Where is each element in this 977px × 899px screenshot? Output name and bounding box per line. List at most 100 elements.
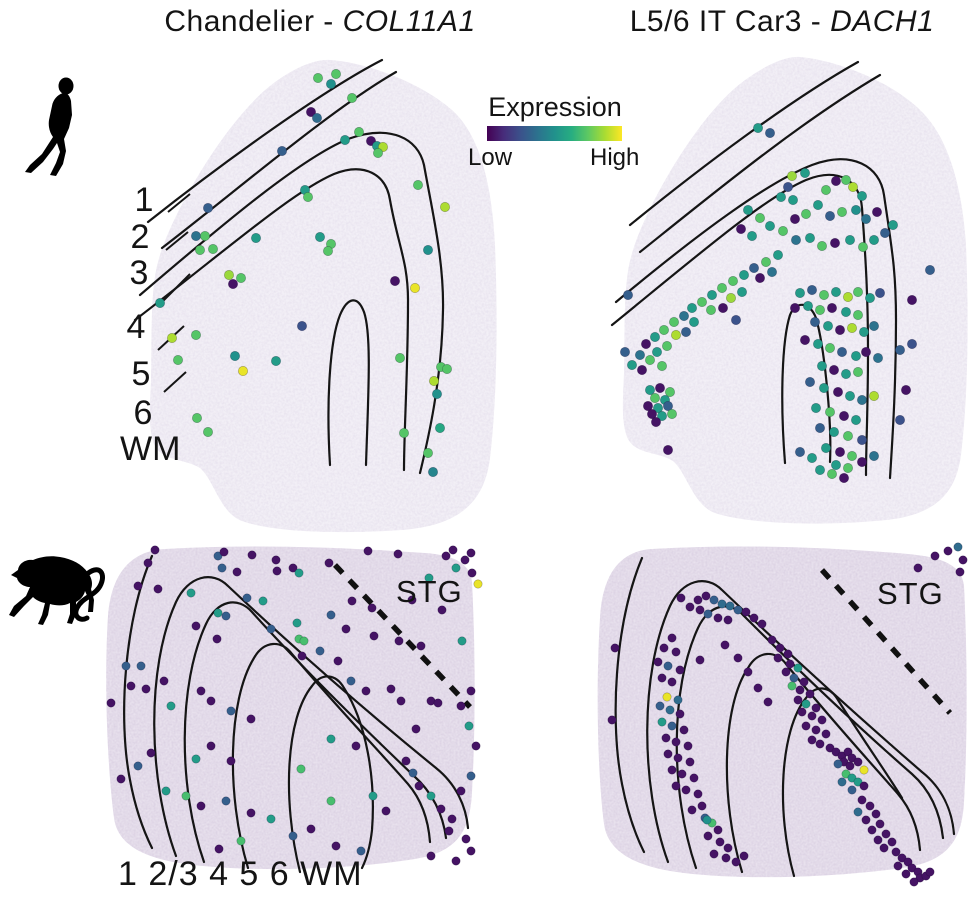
expression-dot	[324, 558, 334, 568]
expression-dot	[807, 735, 817, 745]
expression-dot	[644, 354, 655, 365]
expression-dot	[881, 829, 891, 839]
expression-dot	[434, 422, 445, 433]
expression-dot	[844, 235, 855, 246]
expression-dot	[447, 814, 457, 824]
expression-dot	[426, 791, 436, 801]
layer-label-6: 6	[133, 394, 153, 432]
expression-dot	[408, 768, 418, 778]
expression-dot	[622, 289, 633, 300]
expression-dot	[766, 266, 777, 277]
expression-dot	[818, 382, 829, 393]
expression-dot	[816, 241, 827, 252]
cell-type-label: Chandelier -	[164, 5, 343, 38]
expression-dot	[733, 605, 743, 615]
expression-dot	[736, 286, 747, 297]
expression-dot	[868, 450, 879, 461]
expression-dot	[126, 681, 136, 691]
expression-dot	[347, 596, 357, 606]
expression-dot	[842, 291, 853, 302]
expression-dot	[826, 302, 837, 313]
expression-dot	[661, 733, 671, 743]
expression-dot	[725, 601, 735, 611]
expression-dot	[471, 741, 481, 751]
expression-dot	[907, 863, 917, 873]
expression-dot	[439, 202, 450, 213]
expression-dot	[897, 853, 907, 863]
expression-dot	[191, 754, 201, 764]
expression-dot	[894, 414, 905, 425]
expression-dot	[717, 302, 728, 313]
expression-dot	[721, 853, 731, 863]
expression-dot	[121, 661, 131, 671]
monkey-silhouette-icon	[9, 556, 105, 625]
expression-dot	[801, 721, 811, 731]
expression-dot	[192, 412, 203, 423]
tissue-speckle	[622, 56, 968, 524]
layer-labels-macaque: 1 2/3 4 5 6 WM	[118, 855, 363, 893]
expression-dot	[106, 698, 116, 708]
expression-dot	[713, 613, 723, 623]
gene-label: COL11A1	[342, 5, 476, 38]
stg-region-label-right: STG	[877, 576, 944, 611]
expression-dot	[270, 355, 281, 366]
expression-dot	[258, 596, 268, 606]
expression-dot	[853, 777, 863, 787]
expression-dot	[925, 867, 935, 877]
expression-dot	[702, 815, 712, 825]
expression-dot	[196, 801, 206, 811]
expression-dot	[394, 636, 404, 646]
expression-dot	[867, 825, 877, 835]
expression-dot	[664, 386, 675, 397]
expression-dot	[804, 376, 815, 387]
expression-dot	[806, 284, 817, 295]
expression-dot	[741, 607, 751, 617]
expression-dot	[872, 352, 883, 363]
layer-label-wm: WM	[120, 430, 181, 468]
expression-dot	[221, 611, 231, 621]
expression-dot	[748, 262, 759, 273]
expression-dot	[213, 551, 223, 561]
expression-dot	[817, 715, 827, 725]
expression-dot	[801, 699, 811, 709]
expression-dot	[678, 310, 689, 321]
gene-label: DACH1	[830, 5, 935, 38]
expression-dot	[786, 171, 797, 182]
expression-dot	[709, 595, 719, 605]
expression-dot	[826, 468, 837, 479]
expression-dot	[901, 869, 911, 879]
layer-contour-lines	[123, 554, 470, 874]
expression-dot	[824, 211, 835, 222]
expression-dot	[451, 856, 461, 866]
expression-dot	[814, 422, 825, 433]
expression-dot	[856, 191, 867, 202]
expression-dot	[246, 714, 256, 724]
expression-dot	[407, 595, 417, 605]
expression-dot	[305, 107, 316, 118]
expression-dot	[789, 214, 800, 225]
expression-dot	[875, 819, 885, 829]
expression-dot	[658, 324, 669, 335]
expression-dot	[302, 192, 313, 203]
expression-dot	[689, 773, 699, 783]
expression-dot	[200, 231, 211, 242]
expression-dot	[703, 831, 713, 841]
expression-dot	[809, 316, 820, 327]
expression-dot	[783, 649, 793, 659]
expression-dot	[333, 656, 343, 666]
expression-dot	[464, 721, 474, 731]
expression-dot	[856, 456, 867, 467]
expression-dots-group	[155, 69, 452, 477]
expression-dot	[288, 563, 298, 573]
expression-dot	[667, 765, 677, 775]
layer-contour-lines	[614, 556, 956, 878]
expression-dot	[834, 324, 845, 335]
expression-dot	[297, 651, 307, 661]
expression-dot	[299, 636, 309, 646]
expression-dot	[828, 426, 839, 437]
expression-dot	[804, 233, 815, 244]
expression-dot	[369, 631, 379, 641]
expression-dot	[828, 364, 839, 375]
expression-dot	[821, 729, 831, 739]
expression-dot	[782, 182, 793, 193]
